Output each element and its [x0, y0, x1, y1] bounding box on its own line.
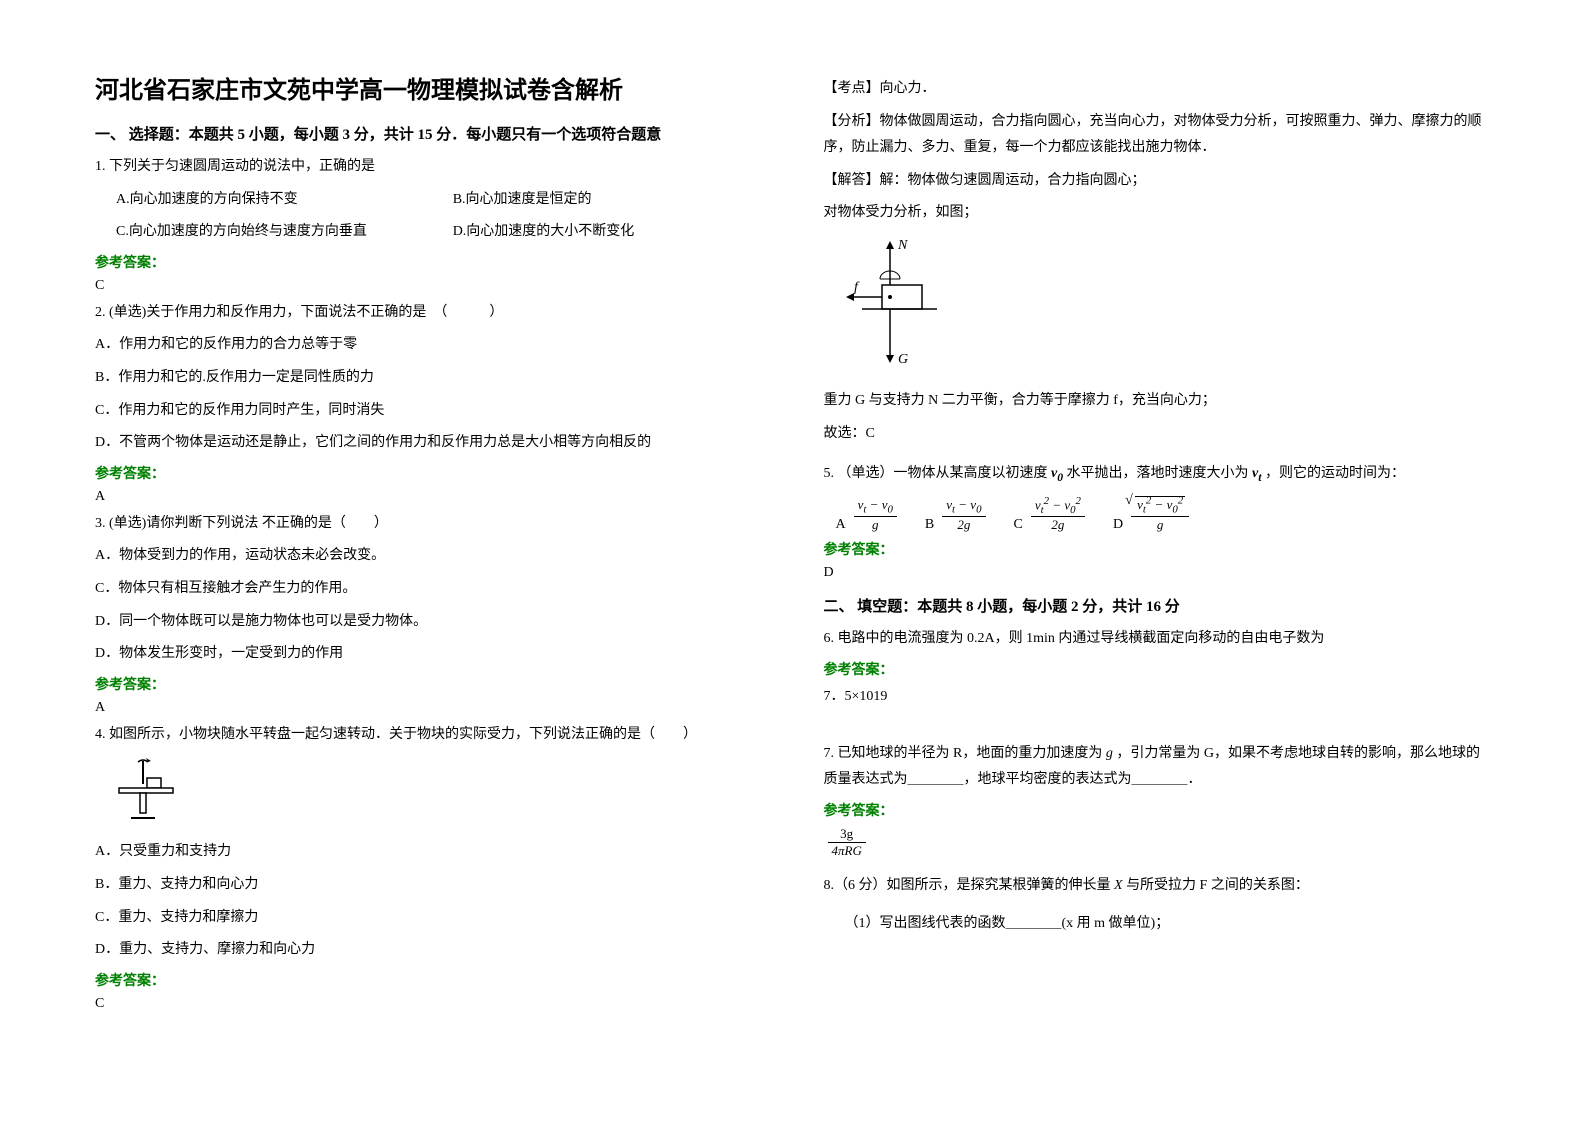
- q5-fracB: vt − v0 2g: [942, 497, 985, 533]
- G-label: G: [898, 352, 908, 367]
- q7-g: g: [1106, 746, 1113, 761]
- analysis-jd4: 故选：C: [824, 421, 1493, 448]
- q2-optA: A．作用力和它的反作用力的合力总等于零: [95, 332, 764, 359]
- kd-text: 向心力．: [880, 81, 936, 96]
- q3-optD2: D．物体发生形变时，一定受到力的作用: [95, 641, 764, 668]
- analysis-fx: 【分析】物体做圆周运动，合力指向圆心，充当向心力，对物体受力分析，可按照重力、弹…: [824, 109, 1493, 162]
- q5-stem-a: 5. （单选）一物体从某高度以初速度: [824, 466, 1048, 481]
- q3-optD1: D．同一个物体既可以是施力物体也可以是受力物体。: [95, 609, 764, 636]
- jd-label: 【解答】: [824, 173, 880, 188]
- q5-optA: A vt − v0 g: [836, 497, 901, 533]
- fx-text: 物体做圆周运动，合力指向圆心，充当向心力，对物体受力分析，可按照重力、弹力、摩擦…: [824, 114, 1482, 156]
- q1-stem: 1. 下列关于匀速圆周运动的说法中，正确的是: [95, 154, 764, 181]
- q8-stem-b: 与所受拉力 F 之间的关系图：: [1123, 878, 1309, 893]
- analysis-kd: 【考点】向心力．: [824, 76, 1493, 103]
- q1-answer-label: 参考答案：: [95, 252, 764, 272]
- spacer: [824, 711, 1493, 735]
- q4-optA: A．只受重力和支持力: [95, 839, 764, 866]
- q1-optA: A.向心加速度的方向保持不变: [116, 187, 453, 214]
- q2-optB: B．作用力和它的.反作用力一定是同性质的力: [95, 365, 764, 392]
- q6-answer-label: 参考答案：: [824, 659, 1493, 679]
- q2-answer-label: 参考答案：: [95, 463, 764, 483]
- q8-stem-a: 8.（6 分）如图所示，是探究某根弹簧的伸长量: [824, 878, 1115, 893]
- section2-header: 二、 填空题：本题共 8 小题，每小题 2 分，共计 16 分: [824, 595, 1493, 616]
- force-diagram: N f G: [842, 235, 1493, 380]
- q5-fracD: vt2 − v02 g: [1131, 495, 1189, 533]
- q5-stem-c: ，则它的运动时间为：: [1265, 466, 1405, 481]
- analysis-jd2: 对物体受力分析，如图；: [824, 200, 1493, 227]
- q6-stem: 6. 电路中的电流强度为 0.2A，则 1min 内通过导线横截面定向移动的自由…: [824, 626, 1493, 653]
- q8-x: X: [1114, 878, 1123, 893]
- q5-optB: B vt − v0 2g: [925, 497, 990, 533]
- q3-optC: C．物体只有相互接触才会产生力的作用。: [95, 576, 764, 603]
- q8-stem: 8.（6 分）如图所示，是探究某根弹簧的伸长量 X 与所受拉力 F 之间的关系图…: [824, 873, 1493, 900]
- q4-optC: C．重力、支持力和摩擦力: [95, 905, 764, 932]
- q8-sub1: （1）写出图线代表的函数＿＿＿＿(x 用 m 做单位)；: [824, 911, 1493, 938]
- q5-answer: D: [824, 565, 1493, 581]
- q1-answer: C: [95, 278, 764, 294]
- kd-label: 【考点】: [824, 81, 880, 96]
- right-column: 【考点】向心力． 【分析】物体做圆周运动，合力指向圆心，充当向心力，对物体受力分…: [794, 70, 1493, 1082]
- q2-optC: C．作用力和它的反作用力同时产生，同时消失: [95, 398, 764, 425]
- q5-fracC: vt2 − v02 2g: [1031, 495, 1085, 533]
- turntable-icon: [113, 756, 183, 826]
- page-root: 河北省石家庄市文苑中学高一物理模拟试卷含解析 一、 选择题：本题共 5 小题，每…: [0, 0, 1587, 1122]
- N-label: N: [897, 238, 908, 253]
- q3-answer-label: 参考答案：: [95, 674, 764, 694]
- analysis-jd3: 重力 G 与支持力 N 二力平衡，合力等于摩擦力 f，充当向心力；: [824, 388, 1493, 415]
- jd1-text: 解：物体做匀速圆周运动，合力指向圆心；: [880, 173, 1146, 188]
- q5-optC-label: C: [1014, 517, 1023, 533]
- document-title: 河北省石家庄市文苑中学高一物理模拟试卷含解析: [95, 70, 764, 105]
- q1-optD: D.向心加速度的大小不断变化: [453, 219, 635, 246]
- analysis-jd1: 【解答】解：物体做匀速圆周运动，合力指向圆心；: [824, 168, 1493, 195]
- q7-stem-a: 7. 已知地球的半径为 R，地面的重力加速度为: [824, 746, 1103, 761]
- q7-stem: 7. 已知地球的半径为 R，地面的重力加速度为 g ，引力常量为 G，如果不考虑…: [824, 741, 1493, 794]
- q5-optD-label: D: [1113, 517, 1123, 533]
- q4-answer: C: [95, 996, 764, 1012]
- q5-optB-label: B: [925, 517, 934, 533]
- q5-stem: 5. （单选）一物体从某高度以初速度 v0 水平抛出，落地时速度大小为 vt ，…: [824, 461, 1493, 489]
- q7-frac: 3g 4πRG: [828, 826, 866, 859]
- q5-optA-label: A: [836, 517, 846, 533]
- q6-answer: 7．5×1019: [824, 685, 1493, 705]
- section1-header: 一、 选择题：本题共 5 小题，每小题 3 分，共计 15 分．每小题只有一个选…: [95, 123, 764, 144]
- q7-frac-num: 3g: [828, 826, 866, 843]
- q1-options-row2: C.向心加速度的方向始终与速度方向垂直 D.向心加速度的大小不断变化: [95, 219, 764, 246]
- q5-v0: v0: [1051, 466, 1063, 481]
- q7-answer-label: 参考答案：: [824, 800, 1493, 820]
- q7-answer: 3g 4πRG: [824, 826, 1493, 859]
- q4-stem: 4. 如图所示，小物块随水平转盘一起匀速转动．关于物块的实际受力，下列说法正确的…: [95, 722, 764, 749]
- q5-fracA: vt − v0 g: [854, 497, 897, 533]
- q5-answer-label: 参考答案：: [824, 539, 1493, 559]
- q2-optD: D．不管两个物体是运动还是静止，它们之间的作用力和反作用力总是大小相等方向相反的: [95, 430, 764, 457]
- left-column: 河北省石家庄市文苑中学高一物理模拟试卷含解析 一、 选择题：本题共 5 小题，每…: [95, 70, 794, 1082]
- q3-answer: A: [95, 700, 764, 716]
- force-diagram-icon: N f G: [842, 235, 952, 375]
- q1-optC: C.向心加速度的方向始终与速度方向垂直: [116, 219, 453, 246]
- q5-optC: C vt2 − v02 2g: [1014, 495, 1089, 533]
- q5-vt: vt: [1252, 466, 1261, 481]
- q2-stem: 2. (单选)关于作用力和反作用力，下面说法不正确的是 （ ）: [95, 300, 764, 327]
- q4-answer-label: 参考答案：: [95, 970, 764, 990]
- q4-optD: D．重力、支持力、摩擦力和向心力: [95, 937, 764, 964]
- q5-optD: D vt2 − v02 g: [1113, 495, 1193, 533]
- q4-figure: [113, 756, 764, 831]
- q3-optA: A．物体受到力的作用，运动状态未必会改变。: [95, 543, 764, 570]
- q2-answer: A: [95, 489, 764, 505]
- f-label: f: [854, 280, 860, 295]
- q3-stem: 3. (单选)请你判断下列说法 不正确的是（ ）: [95, 511, 764, 538]
- fx-label: 【分析】: [824, 114, 880, 129]
- q5-stem-b: 水平抛出，落地时速度大小为: [1067, 466, 1249, 481]
- q1-optB: B.向心加速度是恒定的: [453, 187, 592, 214]
- q1-options-row1: A.向心加速度的方向保持不变 B.向心加速度是恒定的: [95, 187, 764, 214]
- q4-optB: B．重力、支持力和向心力: [95, 872, 764, 899]
- q5-options: A vt − v0 g B vt − v0 2g C vt2 − v02 2g: [836, 495, 1493, 533]
- q7-frac-den: 4πRG: [828, 843, 866, 859]
